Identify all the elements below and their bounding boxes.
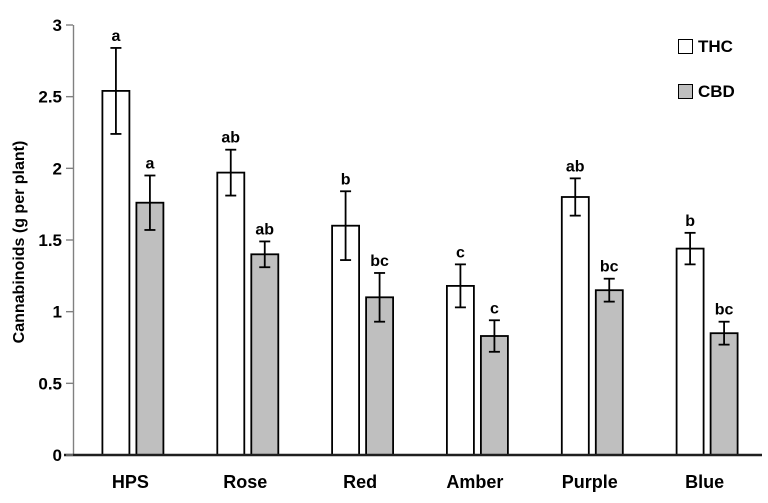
bar-cbd-rose <box>250 253 280 456</box>
legend-swatch-cbd <box>678 84 693 99</box>
sig-letter-thc-purple: ab <box>566 158 585 175</box>
sig-letter-cbd-hps: a <box>145 156 154 173</box>
x-category-label-red: Red <box>343 472 377 492</box>
y-tick-label: 2.5 <box>38 88 62 107</box>
x-category-label-rose: Rose <box>223 472 267 492</box>
y-tick-label: 1.5 <box>38 231 62 250</box>
sig-letter-thc-blue: b <box>685 213 695 230</box>
bar-thc-purple <box>560 196 590 456</box>
sig-letter-cbd-red: bc <box>370 253 389 270</box>
y-tick-label: 2 <box>53 159 62 178</box>
bar-thc-amber <box>445 284 475 456</box>
sig-letter-thc-red: b <box>341 171 351 188</box>
legend-item-cbd: CBD <box>678 83 735 100</box>
legend-item-thc: THC <box>678 38 735 55</box>
bar-thc-red <box>331 224 361 456</box>
bar-cbd-blue <box>709 332 739 456</box>
bar-cbd-hps <box>135 201 165 456</box>
bar-thc-rose <box>216 171 246 456</box>
y-tick-label: 3 <box>53 16 62 35</box>
legend-label-thc: THC <box>698 37 733 56</box>
y-tick-label: 1 <box>53 303 62 322</box>
x-category-label-amber: Amber <box>446 472 503 492</box>
y-axis-title: Cannabinoids (g per plant) <box>11 140 28 344</box>
sig-letter-thc-rose: ab <box>221 130 240 147</box>
sig-letter-thc-amber: c <box>456 244 465 261</box>
sig-letter-cbd-rose: ab <box>255 221 274 238</box>
bar-cbd-purple <box>594 289 624 456</box>
x-category-label-blue: Blue <box>685 472 724 492</box>
bar-thc-hps <box>101 90 131 456</box>
legend: THC CBD <box>678 38 735 100</box>
bar-thc-blue <box>675 247 705 456</box>
legend-swatch-thc <box>678 39 693 54</box>
legend-label-cbd: CBD <box>698 82 735 101</box>
bar-cbd-amber <box>479 335 509 456</box>
sig-letter-cbd-purple: bc <box>600 259 619 276</box>
sig-letter-cbd-blue: bc <box>715 302 734 319</box>
y-tick-label: 0 <box>53 446 62 465</box>
sig-letter-cbd-amber: c <box>490 300 499 317</box>
x-category-label-purple: Purple <box>562 472 618 492</box>
x-category-label-hps: HPS <box>112 472 149 492</box>
y-tick-label: 0.5 <box>38 374 62 393</box>
sig-letter-thc-hps: a <box>111 28 120 45</box>
